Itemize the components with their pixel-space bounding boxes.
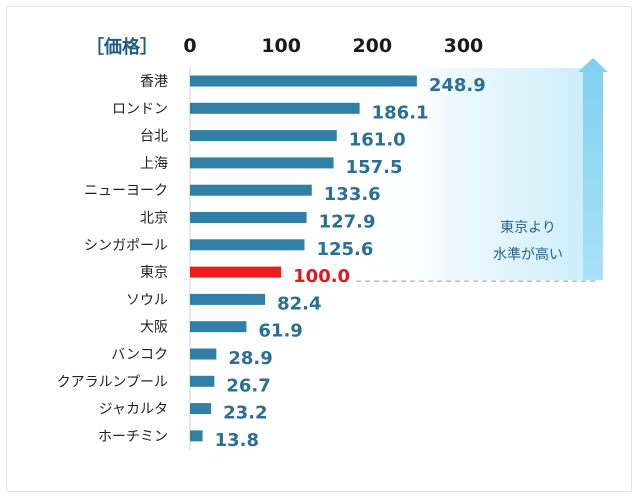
- bar: [190, 212, 307, 223]
- value-label: 23.2: [223, 403, 267, 424]
- tick-label: 0: [183, 35, 196, 57]
- category-label: ニューヨーク: [84, 183, 168, 199]
- bar: [190, 75, 417, 87]
- bar: [190, 430, 203, 442]
- value-label: 26.7: [226, 375, 270, 396]
- category-label: 大阪: [140, 320, 168, 336]
- category-label: 東京: [140, 265, 168, 281]
- bar: [190, 157, 334, 169]
- value-axis-unit-label: ［価格］: [86, 37, 158, 58]
- chart-frame: [6, 6, 632, 492]
- above-tokyo-region: [356, 58, 608, 282]
- bar: [190, 375, 215, 387]
- tick-label: 300: [444, 35, 484, 57]
- category-label: ソウル: [126, 292, 168, 308]
- annotation-text: 東京より: [500, 220, 556, 236]
- bar-highlight: [190, 266, 282, 278]
- value-label: 161.0: [349, 130, 406, 151]
- category-label: 台北: [140, 129, 168, 145]
- value-label: 82.4: [277, 293, 321, 314]
- bar: [190, 239, 305, 251]
- category-label: ロンドン: [112, 101, 168, 117]
- value-label: 127.9: [319, 212, 376, 233]
- bar: [190, 293, 266, 305]
- value-label: 186.1: [372, 102, 429, 123]
- value-label: 13.8: [215, 430, 259, 451]
- value-label: 61.9: [258, 321, 302, 342]
- tick-label: 100: [261, 35, 301, 57]
- category-label: シンガポール: [84, 238, 168, 254]
- value-label: 133.6: [324, 184, 381, 205]
- value-label: 248.9: [429, 75, 486, 96]
- value-label-highlight: 100.0: [293, 266, 350, 287]
- up-arrow: [578, 58, 608, 281]
- value-label: 28.9: [228, 348, 272, 369]
- category-label: 上海: [140, 156, 168, 172]
- bar: [190, 321, 247, 333]
- category-label: ジャカルタ: [99, 402, 168, 418]
- value-label: 157.5: [346, 157, 403, 178]
- bar: [190, 102, 360, 114]
- category-label: クアラルンプール: [57, 374, 168, 390]
- category-label: 香港: [140, 74, 168, 90]
- value-label: 125.6: [316, 239, 373, 260]
- category-label: 北京: [140, 211, 168, 227]
- highlight-region: [376, 68, 598, 281]
- bars: [190, 75, 417, 442]
- value-axis: 0 100 200 300: [183, 35, 483, 450]
- category-label: バンコク: [111, 347, 168, 363]
- bar: [190, 403, 212, 415]
- category-label: ホーチミン: [98, 429, 168, 445]
- bar: [190, 348, 217, 360]
- annotation-text: 水準が高い: [493, 246, 563, 263]
- bar: [190, 184, 312, 196]
- category-labels: 香港ロンドン台北上海ニューヨーク北京シンガポール東京ソウル大阪バンコククアラルン…: [57, 74, 168, 445]
- bar: [190, 130, 337, 142]
- tick-label: 200: [352, 35, 392, 57]
